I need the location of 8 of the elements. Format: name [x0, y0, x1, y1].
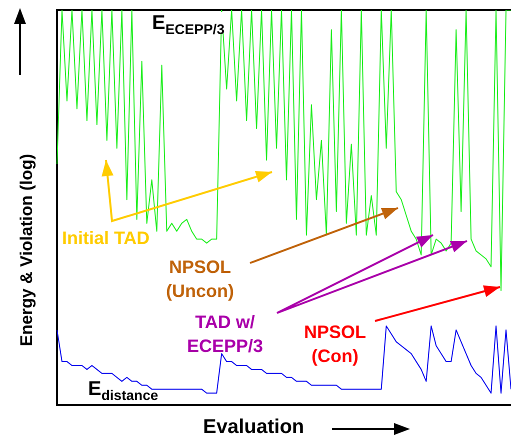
annotation: NPSOL (Con): [304, 322, 366, 366]
annotation: Initial TAD: [62, 228, 150, 248]
x-axis-title: Evaluation: [203, 416, 304, 438]
annotation: NPSOL (Uncon): [166, 257, 234, 301]
series-label: E$_{ECEPP/3}$: [152, 12, 224, 37]
series-label: E$_{distance}$: [88, 378, 158, 403]
y-axis-title: Energy & Violation (log): [17, 154, 36, 346]
annotation: TAD w/ ECEPP/3: [186, 312, 264, 356]
